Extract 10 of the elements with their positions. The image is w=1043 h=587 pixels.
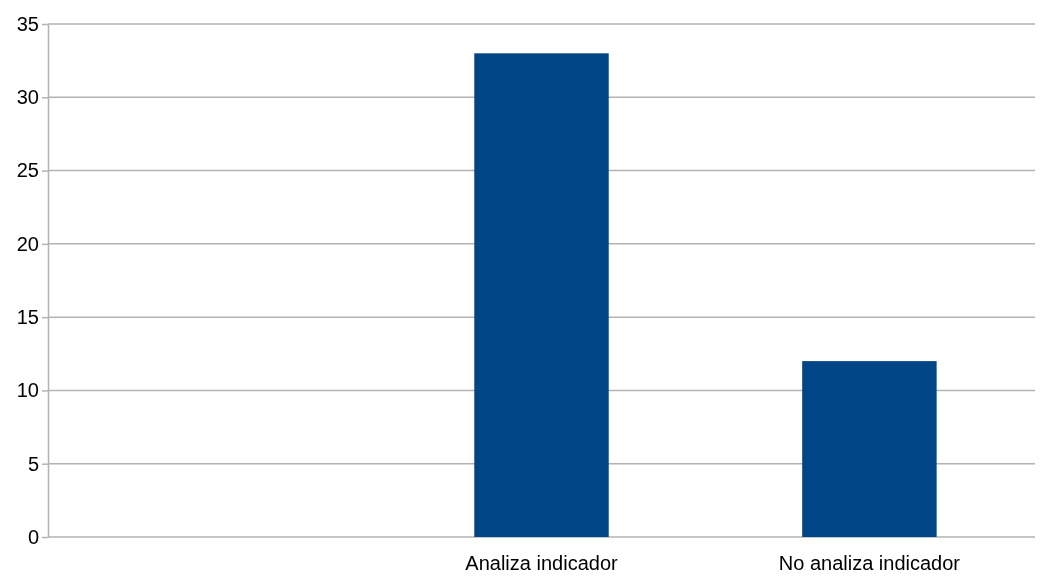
x-tick-label: No analiza indicador — [778, 552, 961, 574]
y-tick-label: 10 — [16, 379, 39, 402]
y-tick-label: 35 — [16, 12, 39, 35]
y-tick-label: 20 — [16, 232, 39, 255]
y-tick-label: 25 — [16, 159, 39, 182]
x-tick-label: Analiza indicador — [465, 552, 618, 574]
y-tick-label: 15 — [16, 306, 39, 329]
y-tick-label: 30 — [16, 86, 39, 109]
y-tick-label: 0 — [27, 525, 39, 548]
y-tick-label: 5 — [27, 452, 39, 475]
